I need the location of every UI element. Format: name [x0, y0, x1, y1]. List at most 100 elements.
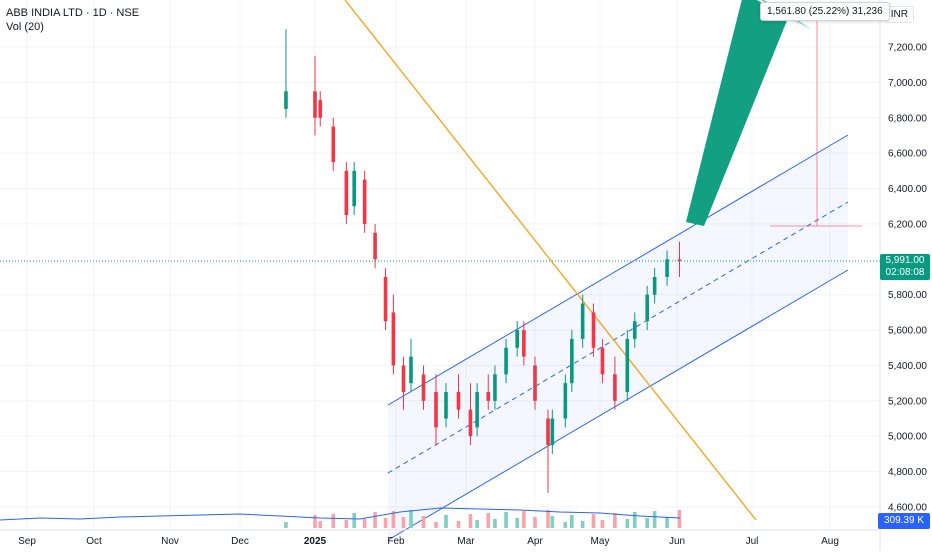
- candle-body: [456, 392, 461, 410]
- candle-body: [318, 100, 323, 118]
- volume-indicator-label[interactable]: Vol (20): [6, 21, 44, 33]
- candle-body: [580, 303, 585, 339]
- time-tick-label: May: [591, 536, 610, 547]
- volume-bar: [591, 514, 596, 528]
- time-tick-label: Sep: [18, 536, 36, 547]
- candle-body: [373, 232, 377, 260]
- volume-bar: [493, 519, 497, 528]
- currency-label[interactable]: INR: [884, 6, 914, 23]
- candle-body: [344, 170, 349, 216]
- time-tick-label: 2025: [304, 536, 327, 547]
- chart-legend: ABB INDIA LTD · 1D · NSE Vol (20): [6, 6, 139, 34]
- candle-body: [570, 338, 574, 384]
- volume-tag: 309.39 K: [878, 513, 930, 529]
- candle-body: [352, 170, 356, 207]
- candle-body: [475, 392, 479, 428]
- volume-bar: [570, 515, 574, 528]
- candle-body: [625, 338, 630, 392]
- volume-bar: [362, 519, 367, 528]
- volume-bar: [677, 510, 682, 528]
- time-axis[interactable]: Sep Oct Nov Dec 2025 Feb Mar Apr May Jun Jul Aug: [18, 536, 839, 547]
- price-tick-label: 5,000.00: [888, 432, 927, 443]
- candle-body: [591, 312, 596, 348]
- candle-body: [632, 321, 637, 339]
- volume-bar: [409, 510, 413, 528]
- candle-body: [444, 392, 448, 419]
- volume-bar: [632, 512, 637, 528]
- price-tick-label: 4,800.00: [888, 467, 927, 478]
- channel-lower-line[interactable]: [387, 269, 849, 541]
- time-tick-label: Jul: [746, 536, 759, 547]
- price-tick-label: 6,800.00: [888, 113, 927, 124]
- volume-bar: [456, 521, 461, 528]
- volume-bar: [504, 512, 508, 528]
- volume-bar: [665, 517, 669, 528]
- candle-body: [486, 392, 491, 401]
- price-tick-label: 7,200.00: [888, 43, 927, 54]
- candle-body: [401, 365, 406, 392]
- volume-bar: [391, 511, 396, 528]
- volume-bar: [331, 514, 336, 528]
- candle-body: [409, 356, 413, 384]
- volume-bar: [434, 522, 438, 528]
- volume-bars: [284, 510, 682, 528]
- current-price-value: 5,991.00: [885, 255, 925, 266]
- symbol-title[interactable]: ABB INDIA LTD · 1D · NSE: [6, 7, 140, 19]
- candle-body: [284, 91, 288, 109]
- channel-fill: [388, 135, 848, 540]
- time-tick-label: Oct: [86, 536, 102, 547]
- volume-bar: [318, 521, 323, 528]
- candle-body: [515, 330, 519, 348]
- candle-body: [613, 374, 617, 401]
- time-tick-label: Apr: [527, 536, 543, 547]
- candle-body: [522, 330, 526, 357]
- price-tick-label: 5,600.00: [888, 326, 927, 337]
- candle-body: [362, 179, 367, 224]
- time-tick-label: Nov: [161, 536, 179, 547]
- volume-bar: [600, 520, 605, 528]
- price-tick-label: 6,400.00: [888, 184, 927, 195]
- candle-body: [550, 418, 555, 446]
- volume-ma-line: [0, 507, 681, 521]
- candle-body: [665, 259, 669, 277]
- falling-trendline[interactable]: [344, 0, 757, 521]
- volume-bar: [522, 511, 526, 528]
- volume-bar: [383, 518, 388, 528]
- channel-upper-line[interactable]: [387, 134, 849, 406]
- candle-body: [504, 347, 508, 375]
- candle-body: [434, 392, 438, 428]
- volume-bar: [475, 520, 479, 528]
- volume-bar: [373, 512, 377, 528]
- measurement-label: 1,561.80 (25.22%) 31,236: [760, 2, 890, 21]
- candle-body: [645, 294, 649, 322]
- candle-body: [600, 347, 605, 375]
- volume-bar: [515, 518, 519, 528]
- price-tick-label: 4,600.00: [888, 503, 927, 514]
- projection-arrow: [686, 0, 810, 226]
- price-tick-label: 6,600.00: [888, 149, 927, 160]
- price-tick-label: 5,200.00: [888, 396, 927, 407]
- volume-bar: [468, 514, 473, 528]
- time-tick-label: Jun: [669, 536, 685, 547]
- volume-bar: [580, 521, 585, 528]
- price-axis[interactable]: 7,200.00 7,000.00 6,800.00 6,600.00 6,400.00…: [888, 43, 927, 514]
- candle-body: [533, 365, 537, 401]
- volume-bar: [645, 518, 649, 528]
- volume-bar: [625, 519, 630, 528]
- volume-bar: [352, 513, 356, 528]
- time-tick-label: Aug: [821, 536, 839, 547]
- price-tick-label: 7,000.00: [888, 78, 927, 89]
- volume-bar: [284, 522, 288, 528]
- price-tick-label: 5,800.00: [888, 290, 927, 301]
- channel-middle-line[interactable]: [387, 201, 849, 474]
- price-tick-label: 5,400.00: [888, 361, 927, 372]
- volume-bar: [652, 511, 657, 528]
- volume-bar: [486, 513, 491, 528]
- candle-body: [652, 277, 657, 295]
- candle-body: [563, 383, 568, 419]
- volume-bar: [563, 522, 568, 528]
- volume-bar: [613, 513, 617, 528]
- current-price-tag: 5,991.00 02:08:08: [880, 254, 930, 280]
